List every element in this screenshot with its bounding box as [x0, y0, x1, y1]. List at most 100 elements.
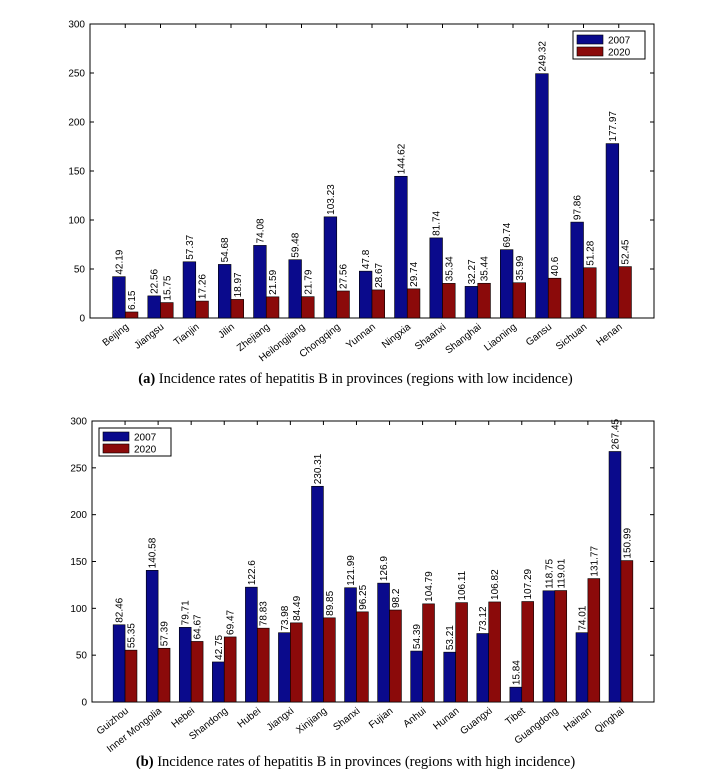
data-label-2007: 122.6 — [247, 560, 258, 585]
data-label-2020: 55.35 — [127, 623, 138, 648]
legend-label-2007: 2007 — [134, 433, 157, 444]
x-category-label: Yunnan — [344, 322, 378, 352]
bar-2007 — [359, 270, 373, 319]
data-label-2007: 47.8 — [361, 249, 372, 269]
bar-chart-high-incidence: 05010015020025030082.4655.35Guizhou140.5… — [70, 417, 655, 755]
bar-2020 — [389, 609, 402, 703]
legend-swatch-2007 — [102, 431, 130, 442]
data-label-2007: 59.48 — [291, 232, 302, 257]
bar-2007 — [377, 582, 390, 703]
data-label-2020: 6.15 — [127, 290, 138, 310]
y-tick-label: 200 — [68, 118, 85, 129]
bar-2020 — [455, 602, 468, 703]
bar-2007 — [605, 143, 620, 319]
bar-2020 — [223, 636, 237, 703]
bar-2007 — [245, 586, 258, 703]
data-label-2007: 73.98 — [280, 605, 291, 630]
data-label-2007: 118.75 — [544, 558, 555, 588]
bar-2007 — [311, 485, 324, 703]
data-label-2007: 22.56 — [150, 268, 161, 293]
x-category-label: Tianjin — [172, 322, 202, 349]
x-category-label: Liaoning — [482, 322, 519, 354]
bar-2007 — [443, 651, 456, 703]
data-label-2020: 17.26 — [198, 274, 209, 299]
chart-caption: (b) Incidence rates of hepatitis B in pr… — [0, 754, 711, 771]
bar-2007 — [147, 295, 161, 319]
data-label-2020: 15.75 — [162, 275, 173, 300]
x-category-label: Guangxi — [458, 706, 494, 738]
data-label-2020: 18.97 — [233, 272, 244, 297]
caption-tag: (b) — [135, 754, 154, 770]
data-label-2020: 64.67 — [193, 614, 204, 639]
chart-panel-low-incidence: 0 50 100 150 200 250 300 42.19 6.15 Beijing 22.56 1… — [68, 20, 655, 387]
data-label-2020: 69.47 — [226, 609, 237, 634]
data-label-2020: 106.11 — [457, 570, 468, 600]
legend-swatch-2020 — [102, 443, 130, 454]
bar-2007 — [288, 259, 302, 319]
bar-2020 — [521, 601, 534, 703]
bar-2007 — [509, 686, 523, 703]
x-category-label: Jiangxi — [265, 706, 296, 734]
data-label-2007: 79.71 — [181, 600, 192, 625]
data-label-2020: 27.56 — [339, 264, 350, 289]
bar-2020 — [124, 649, 138, 703]
bar-2007 — [575, 632, 589, 703]
bar-2020 — [488, 601, 501, 703]
bar-2007 — [182, 261, 197, 319]
y-tick-label: 200 — [70, 510, 87, 521]
data-label-2020: 35.34 — [444, 256, 455, 281]
data-label-2007: 103.23 — [326, 184, 337, 215]
data-label-2020: 78.83 — [259, 601, 270, 626]
data-label-2007: 42.75 — [214, 634, 225, 659]
y-tick-label: 300 — [70, 417, 87, 428]
x-category-label: Ningxia — [380, 321, 413, 350]
y-tick-label: 100 — [70, 604, 87, 615]
bar-2007 — [112, 276, 126, 319]
y-tick-label: 50 — [74, 265, 86, 276]
data-label-2020: 131.77 — [589, 546, 600, 577]
data-label-2007: 15.84 — [511, 660, 522, 685]
x-category-label: Beijing — [101, 322, 131, 349]
data-label-2007: 74.01 — [577, 605, 588, 630]
data-label-2007: 69.74 — [502, 222, 513, 247]
data-label-2020: 107.29 — [523, 568, 534, 599]
y-tick-label: 0 — [79, 314, 85, 325]
data-label-2007: 74.08 — [255, 218, 266, 243]
data-label-2007: 54.68 — [220, 237, 231, 262]
x-category-label: Sichuan — [554, 322, 589, 353]
data-label-2007: 97.86 — [573, 195, 584, 220]
bar-2020 — [190, 641, 204, 703]
bar-2007 — [476, 633, 490, 703]
data-label-2007: 249.32 — [537, 41, 548, 72]
bar-2007 — [429, 237, 443, 319]
data-label-2007: 82.46 — [115, 597, 126, 622]
data-label-2020: 150.99 — [622, 528, 633, 559]
bar-2007 — [542, 590, 556, 703]
bar-2007 — [535, 73, 549, 319]
bar-2020 — [406, 288, 421, 319]
bar-2020 — [195, 300, 209, 319]
y-tick-label: 250 — [70, 463, 87, 474]
x-category-label: Jiangsu — [132, 322, 166, 352]
bar-2007 — [112, 624, 126, 703]
bar-2020 — [256, 627, 270, 703]
data-label-2020: 57.39 — [160, 621, 171, 646]
bar-2020 — [356, 611, 369, 703]
bar-2007 — [410, 650, 423, 703]
caption-text: Incidence rates of hepatitis B in provin… — [157, 754, 576, 770]
x-category-label: Qinghai — [593, 706, 627, 736]
data-label-2007: 267.45 — [610, 418, 621, 449]
legend-swatch-2007 — [576, 34, 604, 45]
data-label-2020: 84.49 — [292, 595, 303, 620]
data-label-2007: 144.62 — [396, 143, 407, 174]
bar-2007 — [178, 627, 192, 703]
bar-2007 — [218, 264, 232, 319]
bar-2007 — [212, 661, 225, 703]
y-tick-label: 150 — [70, 557, 87, 568]
bar-2020 — [477, 282, 491, 319]
y-tick-label: 100 — [68, 216, 85, 227]
bar-2020 — [230, 299, 244, 319]
data-label-2007: 54.39 — [412, 624, 423, 649]
caption-tag: (a) — [138, 371, 156, 387]
y-tick-label: 300 — [68, 20, 85, 31]
